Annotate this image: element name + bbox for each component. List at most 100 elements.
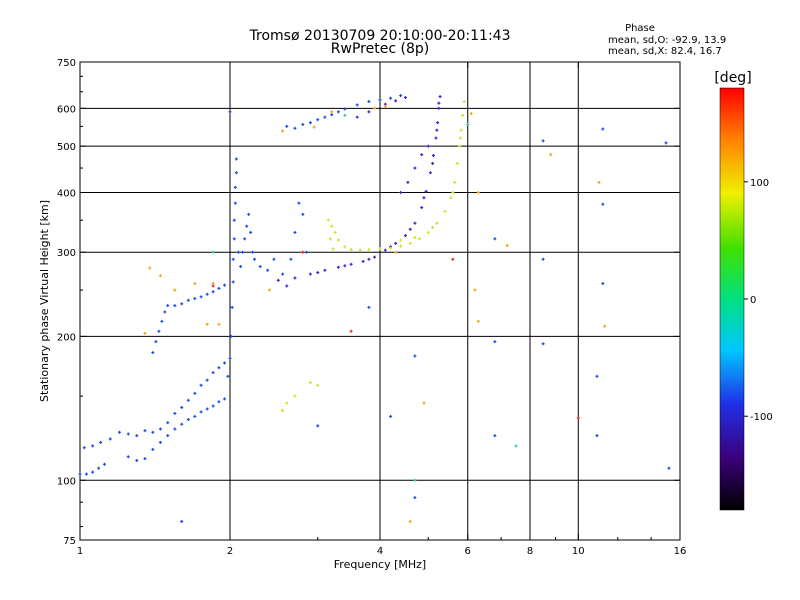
data-point — [437, 101, 441, 105]
data-point — [228, 356, 232, 360]
data-point — [333, 230, 337, 234]
data-point — [143, 457, 147, 461]
data-point — [373, 255, 377, 259]
data-point — [151, 351, 155, 355]
data-point — [211, 284, 215, 288]
data-point — [151, 447, 155, 451]
data-point — [514, 444, 518, 448]
data-point — [367, 257, 371, 261]
data-point — [233, 185, 237, 189]
data-point — [394, 241, 398, 245]
data-point — [428, 171, 432, 175]
data-point — [316, 383, 320, 387]
colorbar-tick-label: -100 — [750, 412, 773, 423]
data-point — [394, 99, 398, 103]
data-point — [493, 237, 497, 241]
data-point — [211, 371, 215, 375]
data-point — [281, 129, 285, 133]
data-point — [458, 136, 462, 140]
data-point — [126, 455, 130, 459]
data-point — [549, 153, 553, 157]
data-point — [603, 324, 607, 328]
data-point — [326, 218, 330, 222]
data-point — [505, 243, 509, 247]
data-point — [431, 161, 435, 165]
data-point — [458, 144, 462, 148]
data-point — [285, 284, 289, 288]
data-point — [316, 118, 320, 122]
data-point — [231, 280, 235, 284]
data-point — [143, 331, 147, 335]
data-point — [323, 268, 327, 272]
data-point — [336, 110, 340, 114]
data-point — [355, 115, 359, 119]
data-point — [449, 196, 453, 200]
data-point — [336, 238, 340, 242]
data-point — [297, 201, 301, 205]
data-point — [272, 257, 276, 261]
data-point — [239, 265, 243, 269]
axis-ticks: 1 2 4 6 8 10 16 75 100 200 300 400 500 600 750 — [57, 58, 686, 557]
data-point — [476, 319, 480, 323]
data-point — [394, 250, 398, 254]
data-point — [331, 247, 335, 251]
data-point — [229, 334, 233, 338]
data-point — [199, 383, 203, 387]
data-point — [435, 221, 439, 225]
data-point — [378, 247, 382, 251]
data-point — [234, 171, 238, 175]
data-point — [180, 405, 184, 409]
data-point — [328, 237, 332, 241]
data-points — [78, 94, 671, 523]
grid-lines — [80, 62, 680, 540]
x-tick-label: 10 — [572, 546, 585, 557]
data-point — [173, 304, 177, 308]
y-tick-label: 100 — [57, 476, 76, 487]
data-point — [367, 247, 371, 251]
data-point — [293, 126, 297, 130]
phase-summary-title: Phase — [625, 23, 655, 34]
phase-summary-x-mode: mean, sd,X: 82.4, 16.7 — [608, 46, 722, 57]
data-point — [601, 127, 605, 131]
data-point — [413, 221, 417, 225]
data-point — [349, 262, 353, 266]
data-point — [258, 265, 262, 269]
data-point — [135, 458, 139, 462]
data-point — [408, 241, 412, 245]
data-point — [667, 466, 671, 470]
data-point — [281, 408, 285, 412]
data-point — [389, 246, 393, 250]
data-point — [186, 418, 190, 422]
data-point — [424, 189, 428, 193]
data-point — [413, 354, 417, 358]
data-point — [293, 276, 297, 280]
data-point — [343, 107, 347, 111]
data-point — [349, 247, 353, 251]
data-point — [443, 210, 447, 214]
data-point — [148, 266, 152, 270]
data-point — [420, 206, 424, 210]
chart-subtitle: RwPretec (8p) — [331, 41, 429, 57]
data-point — [422, 401, 426, 405]
data-point — [413, 166, 417, 170]
data-point — [361, 259, 365, 263]
data-point — [99, 440, 103, 444]
data-point — [417, 237, 421, 241]
data-point — [601, 202, 605, 206]
x-tick-label: 8 — [527, 546, 533, 557]
data-point — [476, 190, 480, 194]
data-point — [312, 125, 316, 129]
data-point — [408, 519, 412, 523]
data-point — [466, 123, 470, 127]
data-point — [436, 121, 440, 125]
data-point — [126, 432, 130, 436]
data-point — [158, 427, 162, 431]
data-point — [403, 96, 407, 100]
x-tick-label: 2 — [227, 546, 233, 557]
data-point — [158, 274, 162, 278]
data-point — [205, 378, 209, 382]
data-point — [211, 404, 215, 408]
data-point — [453, 180, 457, 184]
data-point — [403, 234, 407, 238]
data-point — [211, 250, 215, 254]
